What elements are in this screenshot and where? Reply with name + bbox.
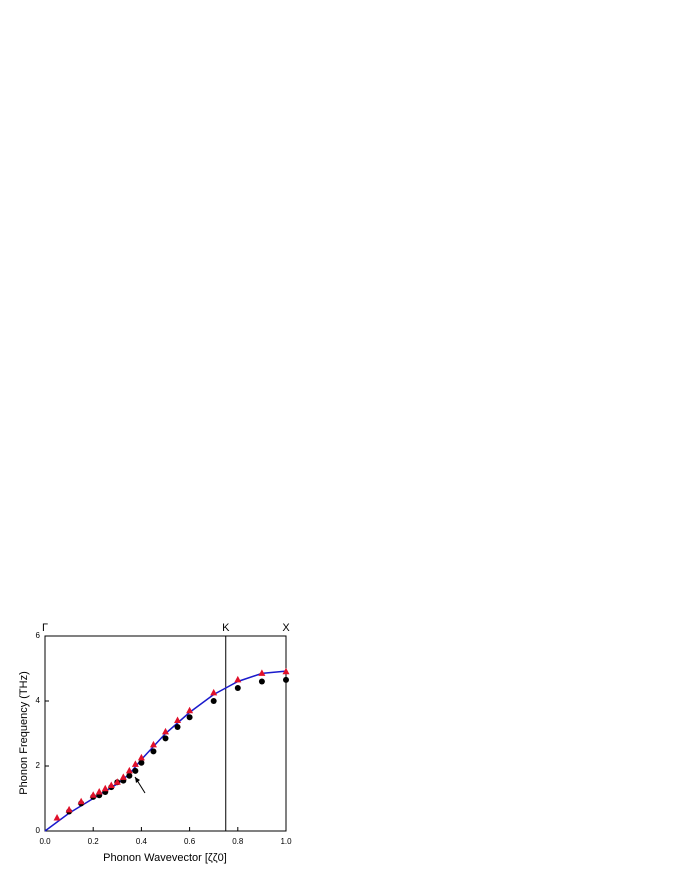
y-axis-label: Phonon Frequency (THz) <box>18 671 30 795</box>
x-tick-label: 1.0 <box>280 837 292 846</box>
point <box>107 781 115 788</box>
point <box>150 748 157 755</box>
arrow-head <box>135 777 140 783</box>
symmetry-label: X <box>282 622 290 634</box>
line <box>44 670 287 832</box>
point <box>162 735 169 742</box>
point <box>162 727 169 735</box>
x-tick-label: 0.2 <box>88 837 100 846</box>
x-tick-label: 0.6 <box>184 837 196 846</box>
point <box>126 772 133 779</box>
y-tick-label: 0 <box>36 826 41 835</box>
point <box>138 759 145 766</box>
x-tick-label: 0.0 <box>39 837 51 846</box>
point <box>101 784 109 792</box>
point <box>234 685 241 691</box>
point <box>119 773 127 780</box>
y-tick-label: 2 <box>36 761 41 770</box>
point <box>174 716 182 723</box>
point <box>174 724 181 730</box>
y-tick-label: 6 <box>36 631 41 640</box>
point <box>65 805 73 813</box>
point <box>131 760 139 767</box>
point <box>77 797 85 805</box>
point <box>149 740 157 748</box>
point <box>132 767 139 774</box>
y-tick-label: 4 <box>36 696 41 705</box>
symmetry-label: K <box>222 622 230 634</box>
point <box>53 814 61 821</box>
point <box>186 714 193 721</box>
point <box>258 669 266 676</box>
point <box>125 766 133 774</box>
point <box>234 675 242 683</box>
plot-frame <box>44 635 287 832</box>
x-tick-label: 0.4 <box>136 837 148 846</box>
point <box>283 676 289 683</box>
point <box>210 688 218 696</box>
point <box>113 778 121 785</box>
symmetry-label: Γ <box>42 622 48 634</box>
point <box>258 678 265 685</box>
x-tick-label: 0.8 <box>232 837 244 846</box>
point <box>186 706 194 714</box>
point <box>89 791 97 798</box>
point <box>137 753 145 761</box>
point <box>210 698 217 704</box>
x-axis-label: Phonon Wavevector [ζζ0] <box>103 852 227 864</box>
point <box>95 788 103 795</box>
point <box>282 667 290 675</box>
